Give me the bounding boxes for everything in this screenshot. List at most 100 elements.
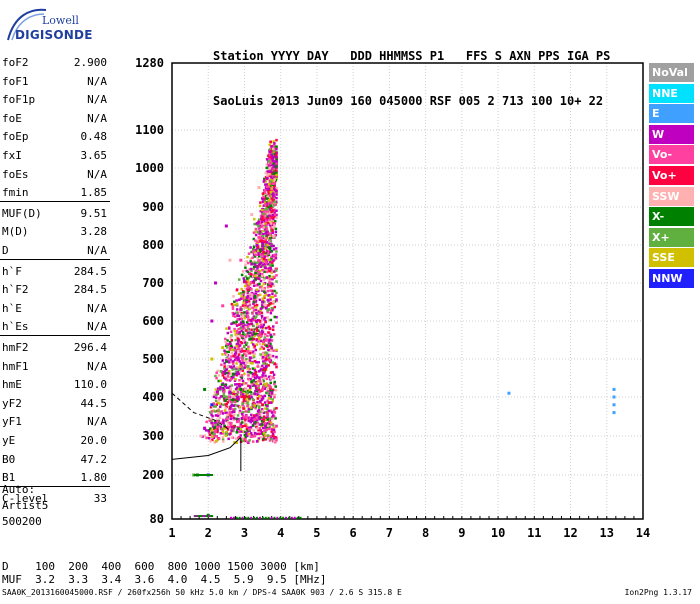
echo-point [263,376,266,380]
echo-point [253,251,257,254]
echo-point [273,439,276,443]
echo-point [266,418,270,421]
echo-point [269,140,272,144]
param-value: 284.5 [73,264,107,278]
echo-point [246,295,250,298]
echo-point [243,306,246,310]
echo-point [266,424,270,427]
echo-point [267,397,271,400]
echo-point [218,416,222,420]
echo-point [195,474,198,476]
echo-point [200,474,203,476]
echo-point [230,427,234,431]
echo-point [218,402,222,405]
x-tick-label: 9 [458,526,465,540]
echo-point [238,332,241,336]
echo-point [210,410,214,413]
echo-point [271,400,274,403]
echo-point [215,371,218,375]
echo-point [271,254,275,257]
echo-point [236,357,239,360]
echo-point [262,204,266,207]
echo-point [232,367,236,371]
echo-point [230,411,234,414]
echo-point [262,224,266,228]
echo-point [247,322,250,326]
echo-point [261,263,265,266]
series-point-ssw [228,258,232,262]
echo-point [242,277,245,280]
echo-point [237,353,241,356]
echo-point [233,329,237,333]
echo-point [246,279,250,282]
echo-point [271,264,274,267]
echo-point [256,245,260,248]
echo-point [273,425,277,428]
echo-point [271,177,274,181]
echo-point [258,337,261,341]
echo-point [255,243,258,247]
echo-point [269,371,273,374]
param-row-clevel: C-level 33 [0,492,110,508]
echo-point [234,383,237,386]
echo-point [262,212,265,216]
echo-point [247,311,251,315]
param-row-d: D N/A [0,244,110,260]
echo-point [261,192,265,195]
echo-point [234,372,237,376]
echo-point [249,406,253,409]
series-point-ssw [250,213,254,217]
echo-point [266,298,270,302]
echo-point [237,419,240,423]
echo-point [238,395,242,399]
echo-point [244,306,248,309]
echo-point [248,305,252,309]
echo-point [267,172,271,176]
echo-point [212,436,216,439]
echo-point [270,269,273,272]
echo-point [233,312,236,316]
echo-point [226,360,230,363]
echo-point [241,354,244,357]
x-tick-label: 11 [527,526,541,540]
echo-point [252,379,256,382]
echo-point [258,204,262,208]
echo-point [243,352,246,356]
echo-point [237,327,240,331]
param-row-b0: B0 47.2 [0,453,110,469]
echo-point [205,420,208,424]
echo-point [244,329,248,332]
echo-point [249,349,253,353]
echo-point [256,427,259,430]
echo-point [267,171,270,175]
echo-point [240,329,243,333]
echo-point [272,437,276,440]
echo-point [293,516,296,519]
echo-point [273,430,276,434]
echo-point [260,230,264,233]
echo-point [240,317,244,321]
echo-point [275,138,278,142]
echo-point [265,197,269,200]
echo-point [253,222,256,226]
echo-point [230,322,233,326]
echo-point [263,422,267,425]
echo-point [224,340,227,344]
echo-point [269,385,272,389]
echo-point [260,329,264,333]
echo-point [270,255,273,259]
echo-point [263,288,266,292]
echo-point [258,272,262,276]
echo-point [263,383,266,386]
echo-point [262,232,265,236]
x-tick-label: 8 [422,526,429,540]
echo-point [223,427,226,430]
echo-point [256,516,259,519]
echo-point [271,149,275,152]
echo-point [240,376,244,379]
series-point-w [203,426,207,430]
echo-point [224,344,228,348]
echo-point [254,263,257,266]
echo-point [252,265,256,269]
echo-point [263,316,267,320]
